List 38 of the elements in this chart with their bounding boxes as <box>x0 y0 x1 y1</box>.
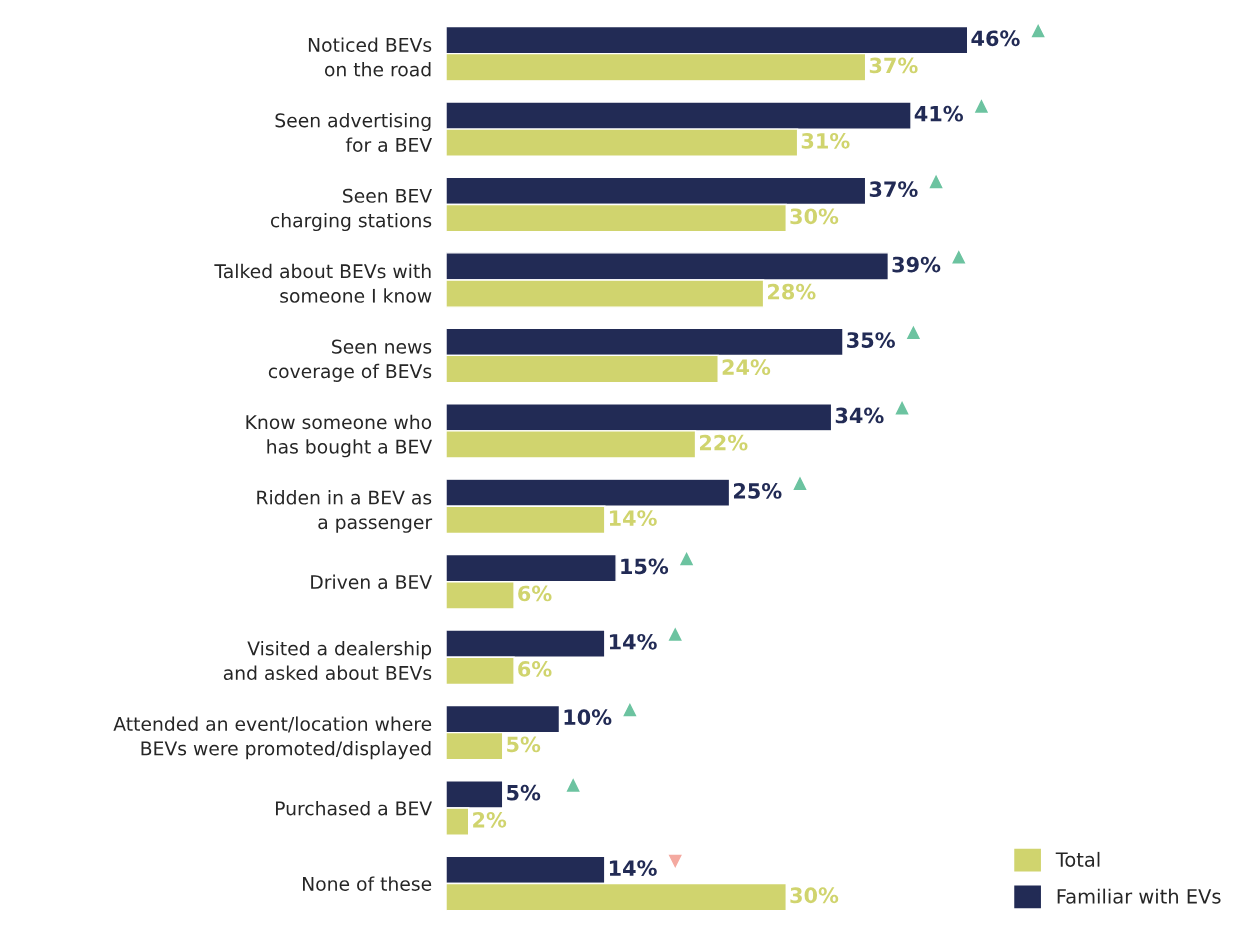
data-label: 2% <box>473 811 507 828</box>
data-label: 37% <box>869 57 918 74</box>
y-tick-label: Visited a dealership and asked about BEVs <box>223 640 432 681</box>
data-label: 14% <box>609 510 657 526</box>
data-label: 15% <box>621 558 669 575</box>
data-label: 31% <box>801 132 850 149</box>
data-label: 46% <box>971 30 1020 47</box>
y-tick-label: Seen news coverage of BEVs <box>268 339 432 382</box>
y-tick-label: Seen advertising for a BEV <box>275 112 432 152</box>
data-label: 14% <box>609 860 657 876</box>
y-tick-label: Purchased a BEV <box>276 800 432 816</box>
data-label: 14% <box>609 633 657 650</box>
data-label: 39% <box>892 256 941 273</box>
data-label: 24% <box>722 359 771 376</box>
y-tick-label: Talked about BEVs with someone I know <box>214 263 432 303</box>
data-label: 30% <box>790 887 839 904</box>
data-label: 41% <box>914 105 963 122</box>
y-tick-label: Seen BEV charging stations <box>270 188 432 232</box>
data-label: 34% <box>835 407 884 424</box>
data-label: 6% <box>518 661 552 677</box>
data-label: 35% <box>847 332 895 348</box>
data-label: 30% <box>790 208 839 225</box>
y-tick-label: Know someone who has bought a BEV <box>246 414 432 458</box>
legend-label: Total <box>1055 851 1100 867</box>
data-label: 10% <box>564 709 612 726</box>
data-label: 6% <box>518 585 552 602</box>
y-tick-label: None of these <box>303 876 432 891</box>
data-label: 22% <box>699 434 748 451</box>
data-label: 28% <box>768 283 816 300</box>
data-label: 25% <box>733 483 782 499</box>
data-label: 5% <box>507 784 541 801</box>
legend-label: Familiar with EVs <box>1057 888 1221 904</box>
y-tick-label: Ridden in a BEV as a passenger <box>257 490 433 533</box>
y-tick-label: Attended an event/location where BEVs were promoted/displayed <box>113 716 432 760</box>
y-tick-label: Driven a BEV <box>311 574 432 590</box>
data-label: 5% <box>507 736 541 753</box>
y-tick-label: Noticed BEVs on the road <box>308 37 432 77</box>
data-label: 37% <box>869 181 918 198</box>
